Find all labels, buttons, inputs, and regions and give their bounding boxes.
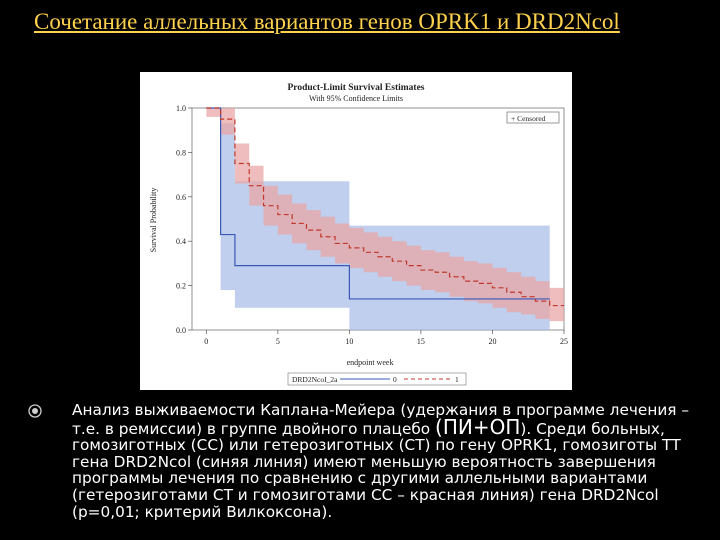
- y-tick-label: 1.0: [176, 104, 186, 113]
- confidence-bands: [206, 108, 565, 330]
- x-tick-label: 25: [560, 337, 568, 346]
- axes: 0 5 10 15 20 25 0.0 0.2 0.4 0.6 0.8 1.0: [176, 104, 568, 346]
- bullet-highlight: (ПИ+ОП: [435, 414, 521, 439]
- y-tick-label: 0.8: [176, 148, 186, 157]
- slide-title: Сочетание аллельных вариантов генов OPRK…: [34, 9, 620, 34]
- chart-subtitle: With 95% Confidence Limits: [309, 94, 403, 103]
- confidence-band-series-1: [206, 108, 565, 322]
- bullet-text: Анализ выживаемости Каплана-Мейера (удер…: [72, 402, 712, 520]
- legend-entry-0: 0: [393, 375, 397, 384]
- survival-chart: Product-Limit Survival Estimates With 95…: [140, 72, 572, 390]
- bullet-text-start: Анализ выживаемости Каплана-Мейера (удер…: [72, 401, 689, 438]
- x-tick-label: 0: [204, 337, 208, 346]
- survival-chart-svg: Product-Limit Survival Estimates With 95…: [149, 83, 568, 386]
- y-tick-label: 0.2: [176, 282, 186, 291]
- censored-legend: + Censored: [511, 114, 546, 123]
- x-axis-label: endpoint week: [347, 358, 394, 367]
- survival-line-series-0: [206, 107, 550, 300]
- y-tick-label: 0.4: [176, 237, 186, 246]
- chart-title: Product-Limit Survival Estimates: [287, 83, 424, 93]
- legend-entry-1: 1: [455, 375, 459, 384]
- y-tick-label: 0.6: [176, 193, 186, 202]
- bullet-text-end: ). Среди больных, гомозиготных (СС) или …: [72, 419, 681, 521]
- y-axis-label: Survival Probability: [149, 188, 158, 253]
- x-tick-label: 20: [488, 337, 496, 346]
- x-tick-label: 10: [345, 337, 353, 346]
- bullet-icon: [28, 404, 42, 418]
- y-tick-label: 0.0: [176, 326, 186, 335]
- censored-legend-box: [506, 111, 560, 124]
- x-tick-label: 15: [417, 337, 425, 346]
- survival-lines: [206, 107, 564, 307]
- legend-title: DRD2NcoI_2a: [292, 375, 338, 384]
- x-tick-label: 5: [276, 337, 280, 346]
